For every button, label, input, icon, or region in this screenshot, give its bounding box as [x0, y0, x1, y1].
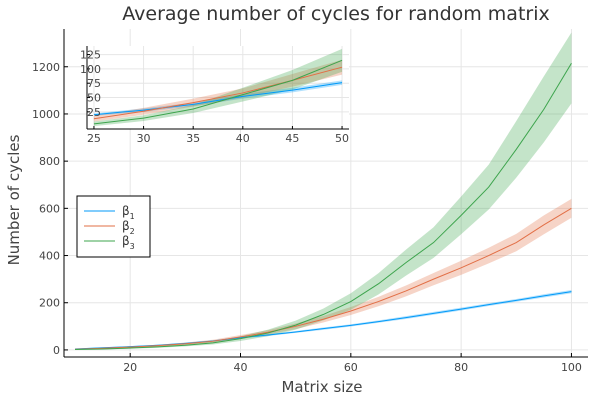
x-tick-label: 100: [561, 361, 582, 374]
confidence-band-3: [75, 32, 572, 350]
inset-x-tick-label: 40: [236, 132, 250, 145]
inset-confidence-band-2: [93, 59, 343, 122]
inset-y-tick-label: 125: [80, 49, 101, 62]
y-tick-label: 1200: [32, 61, 60, 74]
x-tick-label: 40: [234, 361, 248, 374]
inset-confidence-band-3: [93, 48, 343, 127]
inset-y-tick-label: 25: [87, 106, 101, 119]
x-tick-label: 60: [344, 361, 358, 374]
y-tick-label: 600: [39, 202, 60, 215]
inset-y-tick-label: 75: [87, 77, 101, 90]
inset-series-line-1: [93, 82, 343, 116]
inset-x-tick-label: 35: [186, 132, 200, 145]
legend-subscript-1: 1: [130, 212, 135, 221]
y-tick-label: 1000: [32, 108, 60, 121]
series-line-2: [75, 207, 572, 350]
x-axis-label: Matrix size: [281, 378, 362, 396]
inset-y-tick-label: 50: [87, 92, 101, 105]
legend-subscript-3: 3: [130, 242, 135, 251]
inset-series-line-3: [93, 59, 343, 125]
inset-series-line-2: [93, 66, 343, 120]
x-tick-label: 80: [454, 361, 468, 374]
y-tick-label: 200: [39, 297, 60, 310]
inset-x-tick-label: 50: [335, 132, 349, 145]
inset-y-tick-label: 100: [80, 63, 101, 76]
y-tick-label: 400: [39, 250, 60, 263]
main-lines: [75, 62, 572, 350]
x-tick-label: 20: [123, 361, 137, 374]
y-axis-label: Number of cycles: [5, 134, 23, 265]
legend-subscript-2: 2: [130, 227, 135, 236]
inset-x-tick-label: 45: [285, 132, 299, 145]
inset-x-tick-label: 30: [137, 132, 151, 145]
y-tick-label: 800: [39, 155, 60, 168]
chart-title: Average number of cycles for random matr…: [122, 3, 549, 25]
inset-x-tick-label: 25: [87, 132, 101, 145]
inset-background: [87, 46, 349, 129]
series-line-3: [75, 62, 572, 350]
y-tick-label: 0: [53, 344, 60, 357]
